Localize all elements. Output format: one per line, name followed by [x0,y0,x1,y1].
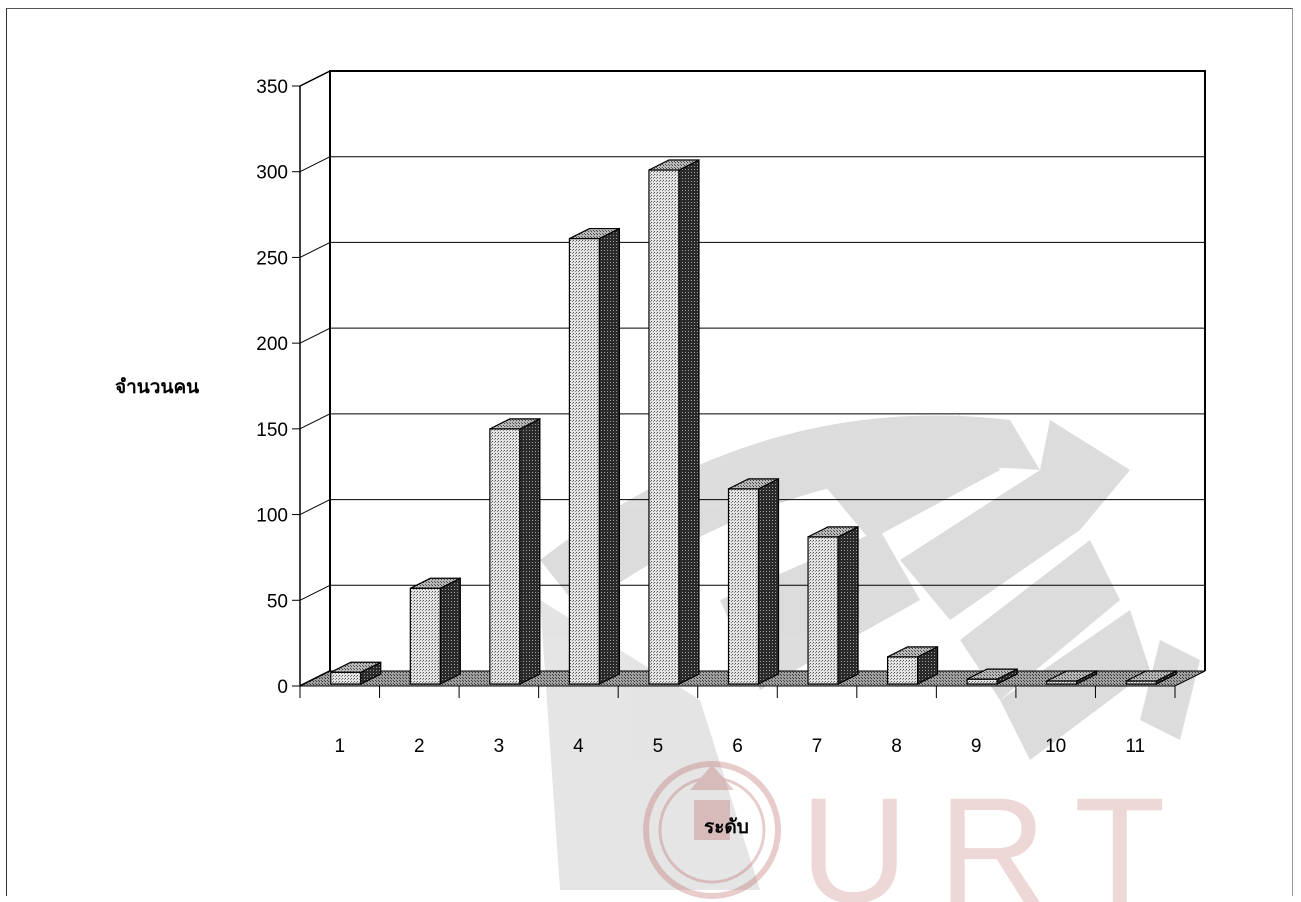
y-tick-label: 50 [267,591,288,612]
bar-top [807,526,859,538]
x-tick-label: 9 [971,736,982,757]
bar-top [330,661,382,673]
x-tick-label: 11 [1125,736,1145,757]
bar-top [648,159,700,171]
y-tick-label: 200 [256,334,288,355]
gridline-side [299,156,331,173]
emblem-seal [643,761,781,899]
x-axis-ticks: 1 2 3 4 5 6 7 8 9 10 11 [299,686,1176,757]
gridline-side [299,70,331,87]
gridline-side [299,241,331,258]
bar-top [489,418,541,430]
gridline-side [299,413,331,430]
bar-front [727,488,760,685]
bar-front [330,671,362,685]
bar-8 [886,645,939,685]
bar-10 [1046,670,1098,685]
bar-side [678,159,700,685]
bar-side [519,417,541,685]
watermark-text: URT [800,766,1196,902]
x-tick-label: 3 [494,736,505,757]
bar-11 [1125,670,1177,685]
bar-front [489,428,521,685]
y-tick-label: 350 [256,77,288,98]
bars [330,159,1177,685]
bar-2 [409,577,461,685]
bar-5 [648,159,700,685]
x-tick-label: 10 [1045,736,1066,757]
bar-front [568,237,601,685]
y-axis-label: จำนวนคน [115,376,200,398]
gridline-side [299,584,331,601]
x-tick-label: 2 [414,736,425,757]
x-tick-label: 5 [653,736,664,757]
bar-top [887,646,938,658]
bar-top [1125,670,1177,682]
bar-front [409,587,441,685]
x-tick-label: 4 [573,736,584,757]
gridline-side [299,327,331,344]
bar-4 [568,227,621,685]
bar-7 [807,525,859,685]
bar-front [886,656,919,685]
bar-front [807,536,839,685]
y-tick-label: 100 [256,506,288,527]
bar-9 [966,668,1018,685]
bar-side [757,477,780,685]
y-axis-ticks: 0 50 100 150 200 250 300 350 [256,77,300,698]
x-tick-label: 1 [334,736,345,757]
y-tick-label: 150 [256,420,288,441]
bar-side [439,577,461,685]
x-tick-label: 8 [891,736,902,757]
bar-top [1046,670,1097,682]
chart-frame [6,8,1293,896]
x-axis-label: ระดับ [704,816,749,838]
bar-1 [330,661,382,685]
x-tick-label: 6 [732,736,743,757]
gridline-side [299,499,331,516]
y-tick-label: 250 [256,248,288,269]
bar-front [966,678,998,685]
bar-top [569,227,620,240]
bar-6 [727,477,780,685]
bar-top [728,478,779,490]
bar-side [598,227,621,685]
bar-top [966,668,1018,680]
bar-top [410,577,461,589]
x-tick-label: 7 [812,736,823,757]
bar-side [837,525,859,685]
bar-3 [489,417,541,685]
bar-front [648,169,680,685]
y-tick-label: 0 [277,677,288,698]
y-tick-label: 300 [256,163,288,184]
